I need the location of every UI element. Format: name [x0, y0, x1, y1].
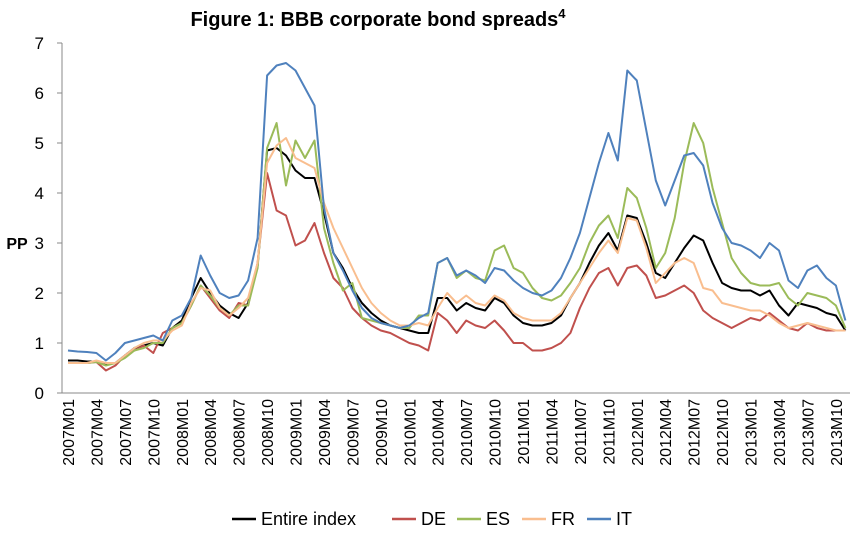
y-tick-label: 7 — [35, 34, 44, 53]
x-tick-label: 2007M10 — [146, 399, 163, 466]
x-tick-label: 2008M10 — [260, 399, 277, 466]
series-line — [68, 147, 847, 365]
legend-label: DE — [421, 509, 446, 529]
x-tick-label: 2013M07 — [800, 399, 817, 466]
x-tick-label: 2010M07 — [459, 399, 476, 466]
x-tick-label: 2010M10 — [488, 399, 505, 466]
legend-label: IT — [616, 509, 632, 529]
x-tick-label: 2010M01 — [402, 399, 419, 466]
x-tick-label: 2013M04 — [772, 399, 789, 466]
chart-title: Figure 1: BBB corporate bond spreads4 — [190, 6, 566, 31]
series-line — [67, 62, 847, 362]
x-tick-label: 2007M07 — [118, 399, 135, 466]
series-line — [68, 122, 847, 367]
x-tick-label: 2011M01 — [516, 399, 533, 465]
x-tick-label: 2010M04 — [431, 399, 448, 466]
x-tick-label: 2013M10 — [829, 399, 846, 466]
x-tick-label: 2008M04 — [203, 399, 220, 466]
x-tick-label: 2008M01 — [175, 399, 192, 466]
x-tick-label: 2007M01 — [61, 399, 78, 466]
x-tick-label: 2007M04 — [89, 399, 106, 466]
x-tick-label: 2009M07 — [345, 399, 362, 466]
x-tick-label: 2013M01 — [744, 399, 761, 466]
title-superscript: 4 — [558, 6, 566, 21]
x-tick-label: 2012M04 — [658, 399, 675, 466]
legend-label: Entire index — [261, 509, 356, 529]
x-tick-label: 2012M10 — [715, 399, 732, 466]
series-line — [68, 172, 846, 372]
y-tick-label: 2 — [35, 284, 44, 303]
series-line — [68, 137, 846, 364]
y-tick-label: 1 — [35, 334, 44, 353]
title-text: Figure 1: BBB corporate bond spreads — [190, 9, 558, 31]
y-tick-label: 6 — [35, 84, 44, 103]
x-tick-label: 2009M01 — [289, 399, 306, 466]
y-tick-label: 3 — [35, 234, 44, 253]
y-tick-label: 4 — [35, 184, 44, 203]
x-tick-label: 2009M04 — [317, 399, 334, 466]
y-axis-label: PP — [6, 236, 28, 253]
legend-label: FR — [551, 509, 575, 529]
y-tick-label: 5 — [35, 134, 44, 153]
x-tick-label: 2009M10 — [374, 399, 391, 466]
x-tick-label: 2011M10 — [601, 399, 618, 465]
x-tick-label: 2011M04 — [544, 399, 561, 465]
legend-label: ES — [486, 509, 510, 529]
x-tick-label: 2012M07 — [687, 399, 704, 466]
x-tick-label: 2008M07 — [232, 399, 249, 466]
x-tick-label: 2012M01 — [630, 399, 647, 466]
x-tick-label: 2011M07 — [573, 399, 590, 465]
y-tick-label: 0 — [35, 384, 44, 403]
